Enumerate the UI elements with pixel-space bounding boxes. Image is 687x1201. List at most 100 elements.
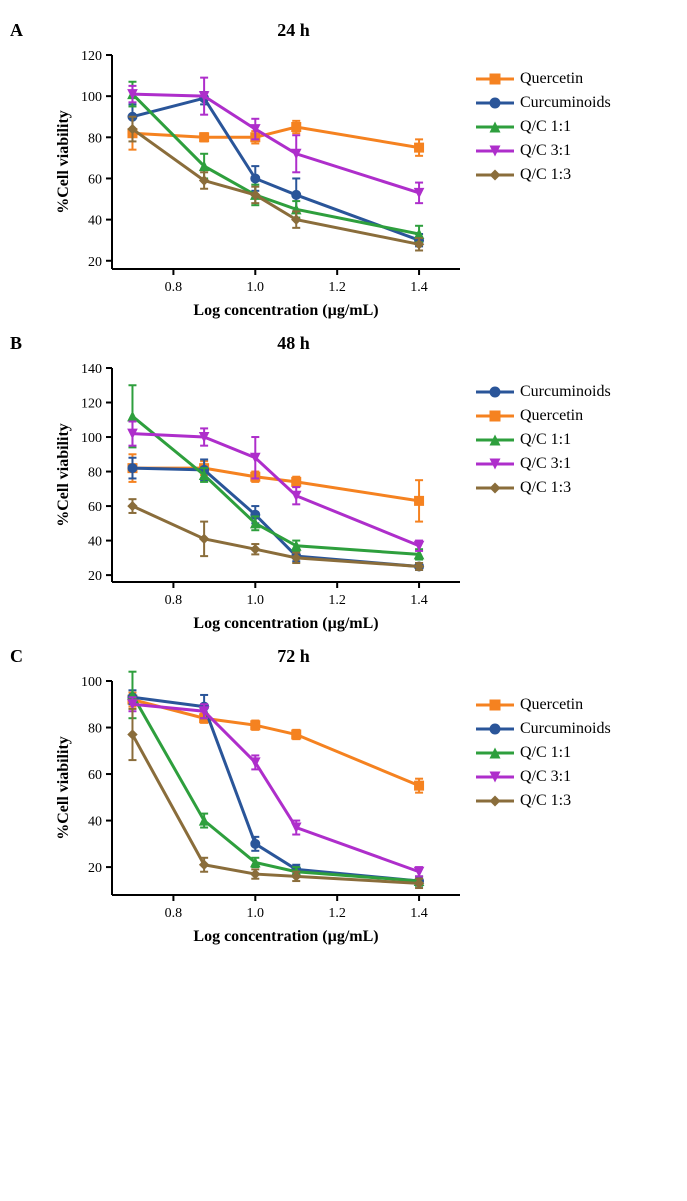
legend-label: Q/C 1:1 — [520, 431, 571, 449]
legend-label: Q/C 1:1 — [520, 744, 571, 762]
legend-label: Q/C 1:1 — [520, 118, 571, 136]
ytick-label: 20 — [88, 255, 102, 270]
ytick-label: 80 — [88, 466, 102, 481]
legend-label: Q/C 1:3 — [520, 166, 571, 184]
x-axis-label: Log concentration (µg/mL) — [193, 302, 378, 319]
legend-label: Q/C 3:1 — [520, 455, 571, 473]
series-marker-QC13 — [128, 502, 137, 511]
ytick-label: 80 — [88, 722, 102, 737]
xtick-label: 1.2 — [328, 593, 346, 608]
legend-item-QC11: Q/C 1:1 — [476, 115, 611, 139]
legend-label: Quercetin — [520, 696, 583, 714]
legend-item-QC11: Q/C 1:1 — [476, 428, 611, 452]
series-marker-Curcuminoids — [128, 464, 137, 473]
chart-72h: 20 40 60 80 100 0.8 1.0 1.2 1.4 Log concentration… — [50, 669, 470, 949]
ytick-label: 100 — [81, 90, 102, 105]
panel-title: 24 h — [0, 20, 677, 41]
series-marker-Quercetin — [415, 496, 424, 505]
xtick-label: 1.2 — [328, 280, 346, 295]
legend-label: Q/C 3:1 — [520, 768, 571, 786]
legend-item-QC31: Q/C 3:1 — [476, 765, 611, 789]
legend-item-QC31: Q/C 3:1 — [476, 139, 611, 163]
legend-item-Quercetin: Quercetin — [476, 693, 611, 717]
figure-root: A 24 h 204060801001200.81.01.21.4Log con… — [10, 20, 677, 949]
series-marker-Curcuminoids — [251, 174, 260, 183]
series-marker-Quercetin — [292, 123, 301, 132]
legend-label: Curcuminoids — [520, 94, 611, 112]
legend-label: Curcuminoids — [520, 383, 611, 401]
series-marker-Curcuminoids — [292, 190, 301, 199]
ytick-label: 60 — [88, 500, 102, 515]
series-line-QC11 — [132, 695, 419, 881]
ytick-label: 40 — [88, 214, 102, 229]
panel-A: A 24 h 204060801001200.81.01.21.4Log con… — [10, 20, 677, 323]
xtick-label: 1.0 — [247, 906, 265, 921]
xtick-label: 0.8 — [165, 593, 183, 608]
series-marker-QC13 — [251, 545, 260, 554]
y-axis-label: %Cell viability — [55, 736, 72, 840]
series-line-QC13 — [132, 735, 419, 884]
legend: Quercetin Curcuminoids Q/C 1:1 — [476, 67, 611, 187]
panel-B: B 48 h 204060801001201400.81.01.21.4Log … — [10, 333, 677, 636]
ytick-label: 100 — [81, 675, 102, 690]
ytick-label: 120 — [81, 397, 102, 412]
series-marker-QC13 — [200, 534, 209, 543]
series-line-Curcuminoids — [132, 697, 419, 881]
ytick-label: 60 — [88, 768, 102, 783]
ytick-label: 60 — [88, 172, 102, 187]
legend-label: Quercetin — [520, 70, 583, 88]
legend-item-Curcuminoids: Curcuminoids — [476, 380, 611, 404]
xtick-label: 1.2 — [328, 906, 346, 921]
chart-48h: 204060801001201400.81.01.21.4Log concent… — [50, 356, 470, 636]
series-marker-Quercetin — [415, 781, 424, 790]
legend-item-QC11: Q/C 1:1 — [476, 741, 611, 765]
legend-label: Q/C 1:3 — [520, 479, 571, 497]
series-marker-Quercetin — [415, 143, 424, 152]
ytick-label: 140 — [81, 362, 102, 377]
series-line-Quercetin — [132, 468, 419, 501]
panel-letter: C — [10, 646, 23, 667]
legend: Curcuminoids Quercetin Q/C 1:1 — [476, 380, 611, 500]
series-marker-Quercetin — [200, 133, 209, 142]
x-axis-label: Log concentration (µg/mL) — [193, 615, 378, 632]
series-marker-Quercetin — [292, 477, 301, 486]
legend-label: Q/C 3:1 — [520, 142, 571, 160]
legend-item-QC13: Q/C 1:3 — [476, 163, 611, 187]
xtick-label: 1.0 — [247, 280, 265, 295]
xtick-label: 1.0 — [247, 593, 265, 608]
xtick-label: 1.4 — [410, 593, 428, 608]
ytick-label: 20 — [88, 569, 102, 584]
xtick-label: 0.8 — [165, 280, 183, 295]
series-line-QC31 — [132, 94, 419, 193]
panel-title: 72 h — [0, 646, 677, 667]
panel-letter: B — [10, 333, 22, 354]
legend-item-Curcuminoids: Curcuminoids — [476, 91, 611, 115]
chart-24h: 204060801001200.81.01.21.4Log concentrat… — [50, 43, 470, 323]
ytick-label: 40 — [88, 535, 102, 550]
series-marker-Quercetin — [251, 721, 260, 730]
ytick-label: 40 — [88, 815, 102, 830]
ytick-label: 80 — [88, 131, 102, 146]
panel-letter: A — [10, 20, 23, 41]
legend-item-Quercetin: Quercetin — [476, 67, 611, 91]
xtick-label: 1.4 — [410, 906, 428, 921]
series-marker-Quercetin — [292, 730, 301, 739]
legend-label: Quercetin — [520, 407, 583, 425]
y-axis-label: %Cell viability — [55, 110, 72, 214]
legend-label: Q/C 1:3 — [520, 792, 571, 810]
panel-title: 48 h — [0, 333, 677, 354]
ytick-label: 20 — [88, 861, 102, 876]
legend-item-QC13: Q/C 1:3 — [476, 789, 611, 813]
xtick-label: 0.8 — [165, 906, 183, 921]
legend-label: Curcuminoids — [520, 720, 611, 738]
legend-item-QC31: Q/C 3:1 — [476, 452, 611, 476]
y-axis-label: %Cell viability — [55, 423, 72, 527]
series-line-QC11 — [132, 94, 419, 234]
legend-item-QC13: Q/C 1:3 — [476, 476, 611, 500]
x-axis-label: Log concentration (µg/mL) — [193, 928, 378, 945]
legend: Quercetin Curcuminoids Q/C 1:1 — [476, 693, 611, 813]
legend-item-Curcuminoids: Curcuminoids — [476, 717, 611, 741]
panel-C: C 72 h 204060801000.81.01.21.4Log concen… — [10, 646, 677, 949]
series-marker-QC13 — [251, 870, 260, 879]
xtick-label: 1.4 — [410, 280, 428, 295]
